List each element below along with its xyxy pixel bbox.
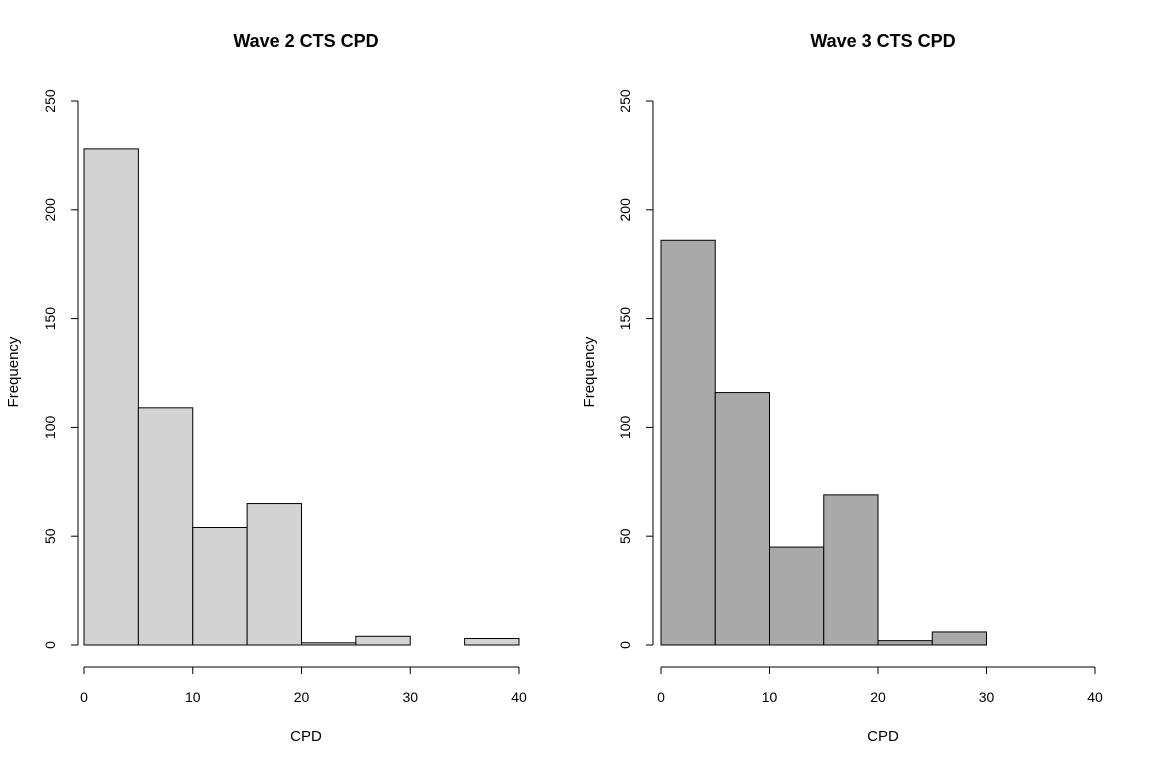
- histogram-wave-3: Wave 3 CTS CPD CPD Frequency 0 10 20 30 40 0…: [581, 31, 1103, 745]
- y-tick-label: 200: [42, 198, 58, 222]
- bar: [464, 637, 520, 646]
- y-tick-label: 100: [617, 416, 633, 440]
- bar: [660, 239, 716, 646]
- x-axis-label: CPD: [290, 728, 322, 745]
- y-axis: 0 50 100 150 200 250: [42, 89, 79, 649]
- x-axis-label: CPD: [867, 728, 899, 745]
- bars: [83, 148, 520, 646]
- chart-title: Wave 3 CTS CPD: [810, 31, 955, 51]
- bar: [83, 148, 139, 646]
- y-tick-label: 50: [42, 528, 58, 544]
- bar: [714, 392, 770, 646]
- y-tick-label: 100: [42, 416, 58, 440]
- x-tick-label: 10: [762, 689, 778, 705]
- x-axis: 0 10 20 30 40: [80, 666, 527, 705]
- histogram-wave-2: Wave 2 CTS CPD CPD Frequency 0 10 20 30 40 0…: [5, 31, 527, 745]
- bar: [931, 631, 987, 646]
- y-tick-label: 150: [42, 307, 58, 331]
- x-tick-label: 20: [870, 689, 886, 705]
- bar: [355, 635, 411, 646]
- x-tick-label: 40: [1087, 689, 1103, 705]
- y-axis-label: Frequency: [581, 336, 598, 407]
- x-tick-label: 20: [294, 689, 310, 705]
- y-axis: 0 50 100 150 200 250: [617, 89, 654, 649]
- bar: [137, 407, 194, 646]
- x-tick-label: 0: [80, 689, 88, 705]
- bar: [246, 503, 302, 646]
- y-tick-label: 250: [42, 89, 58, 113]
- bar: [769, 546, 825, 646]
- y-tick-label: 150: [617, 307, 633, 331]
- x-axis: 0 10 20 30 40: [657, 666, 1103, 705]
- bar: [301, 642, 357, 646]
- bar: [823, 494, 879, 646]
- y-tick-label: 200: [617, 198, 633, 222]
- x-tick-label: 0: [657, 689, 665, 705]
- y-tick-label: 0: [42, 641, 58, 649]
- y-tick-label: 0: [617, 641, 633, 649]
- bar: [877, 640, 933, 646]
- x-tick-label: 30: [979, 689, 995, 705]
- y-axis-label: Frequency: [5, 336, 22, 407]
- chart-title: Wave 2 CTS CPD: [233, 31, 378, 51]
- x-tick-label: 40: [511, 689, 527, 705]
- bars: [660, 239, 987, 646]
- x-tick-label: 30: [402, 689, 418, 705]
- y-tick-label: 50: [617, 528, 633, 544]
- bar: [192, 526, 248, 646]
- x-tick-label: 10: [185, 689, 201, 705]
- y-tick-label: 250: [617, 89, 633, 113]
